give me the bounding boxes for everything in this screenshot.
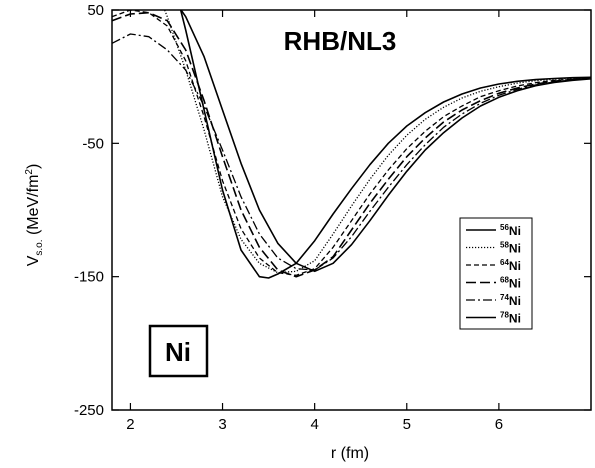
- y-axis-title-unit-superscript: 2: [24, 169, 35, 175]
- series-line-78Ni: [180, 10, 591, 273]
- axis-ticks: [112, 9, 591, 411]
- y-tick-label: -50: [82, 135, 104, 152]
- legend-box: [459, 217, 533, 330]
- legend-label-58Ni: 58Ni: [500, 241, 521, 256]
- y-tick-label: 50: [87, 2, 104, 19]
- y-axis-title-main: V: [25, 255, 42, 266]
- y-axis-title: Vs.o. (MeV/fm2): [24, 164, 45, 267]
- series-line-56Ni: [179, 10, 591, 279]
- x-tick-label: 2: [126, 416, 134, 433]
- plot-frame: [111, 9, 592, 411]
- axis-tick-labels: 2 3 4 5 6 50 -50 -150 -250: [74, 2, 503, 433]
- legend-label-74Ni: 74Ni: [500, 293, 521, 308]
- series-line-58Ni: [163, 10, 591, 274]
- legend-label-56Ni: 56Ni: [500, 223, 521, 238]
- model-annotation: RHB/NL3: [284, 26, 397, 56]
- y-axis-title-subscript: s.o.: [34, 239, 45, 255]
- y-axis-title-unit: (MeV/fm: [25, 175, 42, 240]
- x-tick-label: 5: [403, 416, 411, 433]
- legend-label-68Ni: 68Ni: [500, 276, 521, 291]
- y-tick-label: -250: [74, 402, 104, 419]
- legend: 56Ni 58Ni 64Ni 68Ni 74Ni 78Ni: [459, 217, 533, 330]
- x-tick-label: 3: [218, 416, 226, 433]
- legend-label-78Ni: 78Ni: [500, 311, 521, 326]
- series-line-68Ni: [112, 11, 591, 278]
- series-line-74Ni: [112, 33, 591, 271]
- element-annotation-label: Ni: [165, 337, 191, 367]
- x-tick-label: 6: [495, 416, 503, 433]
- plot-lines: [112, 10, 591, 279]
- x-tick-label: 4: [310, 416, 318, 433]
- y-axis-title-unit-close: ): [25, 164, 42, 169]
- element-annotation-box: [148, 324, 209, 378]
- series-line-64Ni: [112, 10, 591, 276]
- legend-label-64Ni: 64Ni: [500, 258, 521, 273]
- y-tick-label: -150: [74, 269, 104, 286]
- x-axis-title: r (fm): [331, 445, 369, 462]
